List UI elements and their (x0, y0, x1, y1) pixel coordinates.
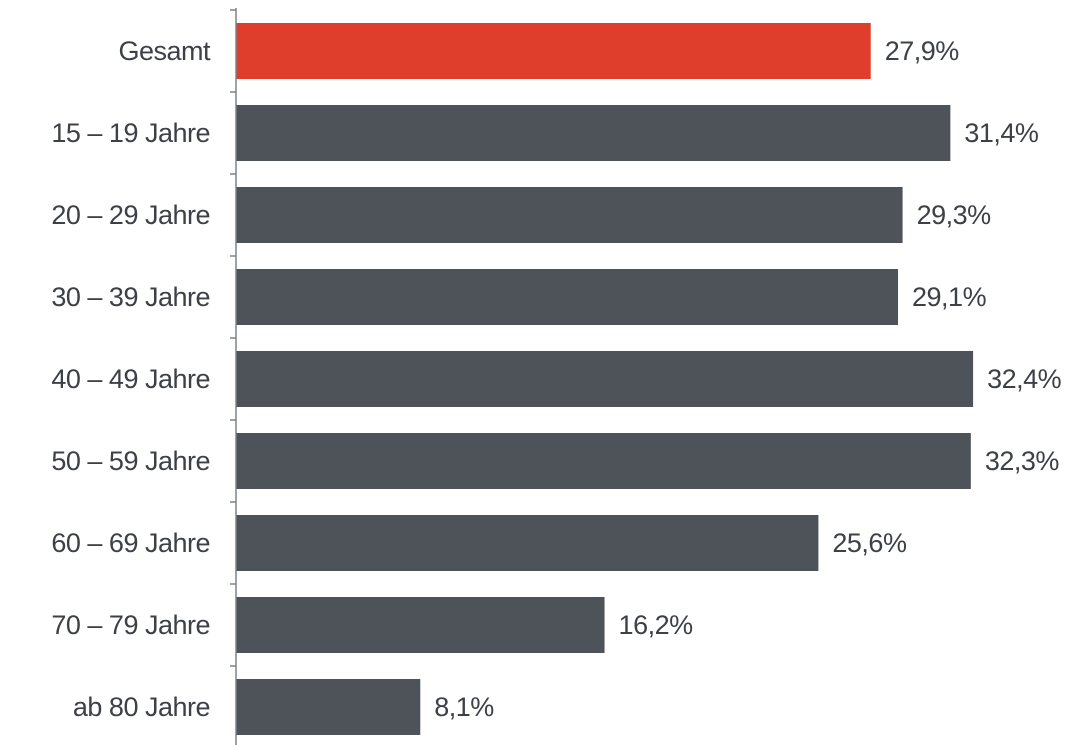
category-label-1: 15 – 19 Jahre (51, 118, 210, 148)
bar-4 (236, 351, 974, 407)
category-axis (230, 8, 237, 745)
bar-0 (236, 23, 871, 79)
bar-6 (236, 515, 819, 571)
value-label-7: 16,2% (619, 610, 694, 640)
value-label-6: 25,6% (832, 528, 907, 558)
value-label-5: 32,3% (985, 446, 1060, 476)
value-label-0: 27,9% (885, 36, 960, 66)
value-label-8: 8,1% (434, 692, 494, 722)
category-label-4: 40 – 49 Jahre (51, 364, 210, 394)
bar-5 (236, 433, 971, 489)
category-labels: Gesamt 15 – 19 Jahre 20 – 29 Jahre 30 – 39 … (51, 36, 211, 722)
bar-1 (236, 105, 951, 161)
bar-7 (236, 597, 605, 653)
category-label-2: 20 – 29 Jahre (51, 200, 210, 230)
bar-3 (236, 269, 899, 325)
value-label-2: 29,3% (917, 200, 992, 230)
category-label-0: Gesamt (118, 36, 211, 66)
value-label-4: 32,4% (987, 364, 1062, 394)
bar-2 (236, 187, 903, 243)
category-label-3: 30 – 39 Jahre (51, 282, 210, 312)
bars-group (236, 23, 974, 735)
value-labels: 27,9% 31,4% 29,3% 29,1% 32,4% 32,3% 25,6% 16,2%… (434, 36, 1062, 722)
category-label-7: 70 – 79 Jahre (51, 610, 210, 640)
category-label-8: ab 80 Jahre (73, 692, 210, 722)
bar-8 (236, 679, 421, 735)
category-label-5: 50 – 59 Jahre (51, 446, 210, 476)
category-label-6: 60 – 69 Jahre (51, 528, 210, 558)
value-label-1: 31,4% (964, 118, 1039, 148)
value-label-3: 29,1% (912, 282, 987, 312)
